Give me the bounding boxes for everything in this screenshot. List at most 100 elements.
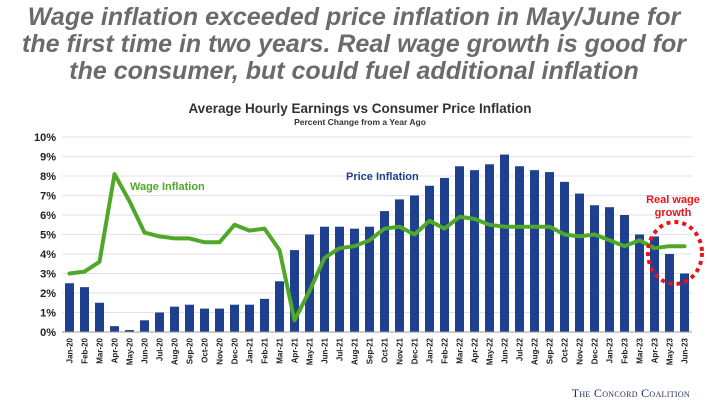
price-inflation-label: Price Inflation (346, 171, 419, 183)
x-tick-label: Aug-22 (531, 337, 540, 365)
price-inflation-bar (605, 207, 614, 332)
price-inflation-bar (65, 283, 74, 332)
chart-subtitle: Percent Change from a Year Ago (294, 117, 426, 127)
price-inflation-bar (560, 181, 569, 332)
price-inflation-bar (335, 226, 344, 332)
price-inflation-bar (200, 308, 209, 332)
x-tick-label: Jun-22 (501, 337, 510, 363)
price-inflation-bar (530, 170, 539, 332)
real-wage-annotation-line-1: Real wage (646, 194, 700, 206)
price-inflation-bar (215, 308, 224, 332)
price-inflation-bar (635, 234, 644, 332)
x-tick-label: May-20 (126, 337, 135, 365)
x-tick-label: Aug-20 (171, 337, 180, 365)
price-inflation-bar (410, 195, 419, 332)
y-tick-label: 2% (40, 288, 56, 300)
price-inflation-bar (125, 330, 134, 332)
x-tick-label: May-22 (486, 337, 495, 365)
price-inflation-bar (365, 226, 374, 332)
x-tick-label: Mar-20 (96, 337, 105, 363)
x-tick-label: Jul-21 (336, 337, 345, 361)
x-tick-label: Apr-22 (471, 337, 480, 363)
gridlines (62, 136, 692, 333)
price-inflation-bar (425, 185, 434, 332)
price-inflation-bar (380, 211, 389, 332)
x-tick-label: Nov-21 (396, 337, 405, 364)
price-inflation-bar (320, 226, 329, 332)
x-tick-label: Feb-20 (81, 337, 90, 363)
y-tick-label: 7% (40, 191, 56, 203)
y-tick-label: 5% (40, 230, 56, 242)
x-tick-label: Sep-20 (186, 337, 195, 364)
x-tick-label: Apr-20 (111, 337, 120, 363)
price-inflation-bar (590, 205, 599, 332)
x-tick-label: Jun-20 (141, 337, 150, 363)
price-inflation-bar (470, 170, 479, 332)
x-tick-label: Sep-22 (546, 337, 555, 364)
x-tick-label: Aug-21 (351, 337, 360, 365)
price-inflation-bar (80, 287, 89, 332)
x-tick-label: Dec-21 (411, 337, 420, 364)
x-tick-label: Nov-20 (216, 337, 225, 364)
y-axis-ticks: 0% 1% 2% 3% 4% 5% 6% 7% 8% 9% 10% (34, 132, 56, 339)
x-tick-label: Dec-22 (591, 337, 600, 364)
price-inflation-bar (440, 177, 449, 332)
y-tick-label: 0% (40, 327, 56, 339)
y-tick-label: 10% (34, 132, 56, 144)
y-tick-label: 1% (40, 308, 56, 320)
x-tick-label: Oct-22 (561, 337, 570, 362)
y-tick-label: 8% (40, 171, 56, 183)
wage-inflation-label: Wage Inflation (130, 181, 205, 193)
x-tick-label: Jan-20 (66, 337, 75, 363)
x-tick-label: Nov-22 (576, 337, 585, 364)
price-inflation-bars (62, 154, 692, 333)
price-inflation-bar (230, 304, 239, 332)
price-inflation-bar (350, 228, 359, 332)
source-credit: The Concord Coalition (571, 386, 690, 400)
x-tick-label: Jan-22 (426, 337, 435, 363)
price-inflation-bar (260, 298, 269, 332)
x-tick-label: Feb-22 (441, 337, 450, 363)
price-inflation-bar (185, 304, 194, 332)
price-inflation-bar (95, 302, 104, 332)
y-tick-label: 3% (40, 269, 56, 281)
x-tick-label: Jan-23 (606, 337, 615, 363)
wage-inflation-line-group (67, 172, 687, 323)
price-inflation-bar (485, 164, 494, 332)
y-tick-label: 9% (40, 152, 56, 164)
price-inflation-bar (245, 304, 254, 332)
price-inflation-bar (455, 166, 464, 332)
price-inflation-bar (155, 312, 164, 332)
price-inflation-bar (170, 306, 179, 332)
x-tick-label: Jul-22 (516, 337, 525, 361)
x-tick-label: Oct-20 (201, 337, 210, 362)
price-inflation-bar (665, 254, 674, 332)
price-inflation-bar (575, 193, 584, 332)
x-tick-label: Feb-23 (621, 337, 630, 363)
price-inflation-bar (650, 236, 659, 332)
x-tick-label: May-23 (666, 337, 675, 365)
real-wage-highlight-circle (646, 220, 704, 286)
price-inflation-bar (680, 273, 689, 332)
x-tick-label: Oct-21 (381, 337, 390, 362)
x-tick-label: Mar-23 (636, 337, 645, 363)
x-tick-label: Mar-21 (276, 337, 285, 363)
price-inflation-bar (140, 320, 149, 332)
x-tick-label: Mar-22 (456, 337, 465, 363)
chart-title: Average Hourly Earnings vs Consumer Pric… (188, 101, 531, 116)
price-inflation-bar (500, 154, 509, 332)
price-inflation-bar (515, 166, 524, 332)
headline-line-3: the consumer, but could fuel additional … (69, 57, 639, 85)
x-tick-label: Sep-21 (366, 337, 375, 364)
y-tick-label: 6% (40, 210, 56, 222)
price-inflation-bar (545, 172, 554, 332)
x-tick-label: Apr-21 (291, 337, 300, 363)
headline-line-2: the first time in two years. Real wage g… (22, 30, 686, 58)
price-inflation-bar (395, 199, 404, 332)
x-tick-label: Jun-21 (321, 337, 330, 363)
x-tick-label: May-21 (306, 337, 315, 365)
real-wage-annotation-line-2: growth (655, 207, 692, 219)
wage-inflation-line (67, 172, 687, 323)
x-tick-label: Jun-23 (681, 337, 690, 363)
